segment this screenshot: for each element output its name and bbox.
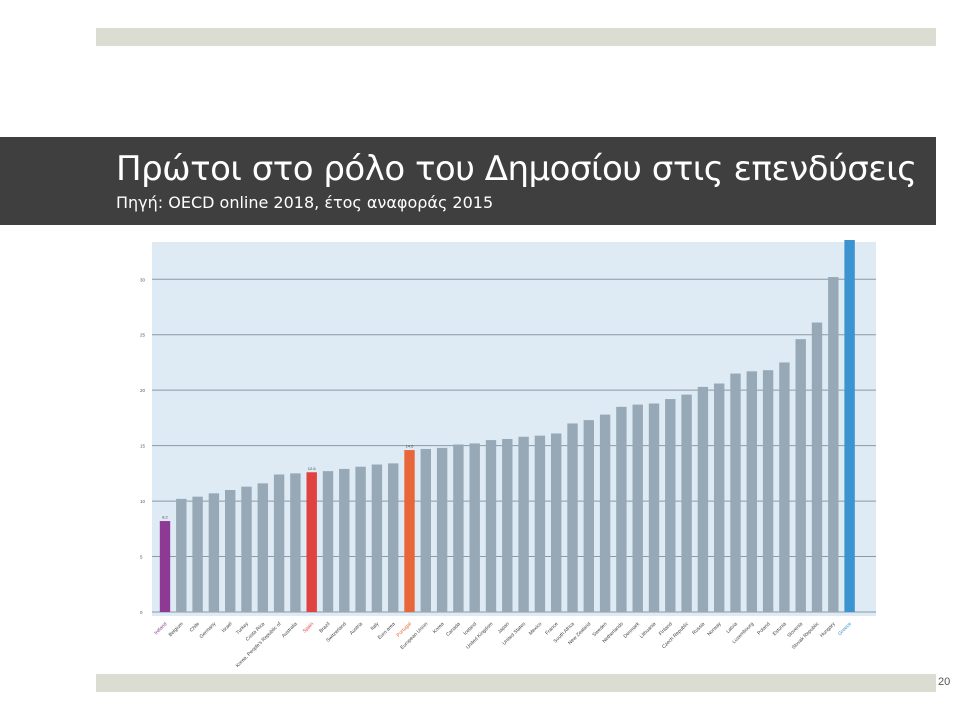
slide-subtitle: Πηγή: OECD online 2018, έτος αναφοράς 20… <box>116 193 494 212</box>
top-decor-band <box>96 28 936 46</box>
bar <box>257 483 268 612</box>
bar <box>665 399 676 612</box>
slide-title: Πρώτοι στο ρόλο του Δημοσίου στις επενδύ… <box>116 149 917 189</box>
y-axis-ticks: 0 5 10 15 20 25 30 <box>140 277 146 615</box>
bar <box>534 435 546 612</box>
bar <box>551 433 562 612</box>
bar <box>225 490 236 612</box>
bar <box>485 440 497 612</box>
y-tick-label: 30 <box>140 277 146 282</box>
bar <box>599 414 611 612</box>
bar <box>469 443 480 612</box>
bar <box>339 468 350 612</box>
page-number: 20 <box>938 676 951 688</box>
bar <box>290 473 301 612</box>
y-tick-label: 10 <box>140 499 146 504</box>
bar <box>779 362 790 612</box>
bar <box>192 496 203 612</box>
bar <box>436 447 448 612</box>
bar <box>453 444 464 612</box>
y-tick-label: 20 <box>140 388 146 393</box>
bar <box>306 472 317 612</box>
bar <box>714 383 725 612</box>
bar <box>583 420 594 612</box>
bar <box>730 373 741 612</box>
bar <box>567 423 578 612</box>
bottom-decor-band <box>96 674 936 692</box>
bar <box>322 471 334 612</box>
y-tick-label: 25 <box>140 333 146 338</box>
bar <box>388 463 399 612</box>
bars <box>159 240 855 612</box>
bar <box>746 371 757 612</box>
y-tick-label: 5 <box>140 555 143 560</box>
bar-data-label: 14.6 <box>406 444 415 449</box>
bar <box>795 339 806 612</box>
bar <box>811 322 823 612</box>
bar <box>371 464 383 612</box>
title-bar: Πρώτοι στο ρόλο του Δημοσίου στις επενδύ… <box>0 137 936 225</box>
bar <box>518 436 529 612</box>
y-tick-label: 0 <box>140 610 143 615</box>
bar <box>681 394 692 612</box>
bar <box>176 498 187 612</box>
bar-data-label: 8.2 <box>162 515 168 520</box>
y-tick-label: 15 <box>140 444 146 449</box>
bar <box>828 277 839 612</box>
bar <box>502 438 513 612</box>
bar <box>648 403 660 612</box>
bar-data-label: 12.6 <box>308 466 317 471</box>
bar <box>762 370 774 612</box>
bar <box>844 240 855 612</box>
bar <box>697 386 709 612</box>
bar <box>632 404 643 612</box>
bar <box>208 493 220 612</box>
bar <box>159 521 171 612</box>
bar <box>616 406 627 612</box>
data-labels: 8.212.614.633.6 <box>162 444 415 520</box>
bar <box>355 466 366 612</box>
bar <box>420 448 431 612</box>
bar <box>404 450 415 612</box>
x-tick-label: Italy <box>370 621 381 632</box>
bar <box>241 486 252 612</box>
bar <box>273 474 285 612</box>
